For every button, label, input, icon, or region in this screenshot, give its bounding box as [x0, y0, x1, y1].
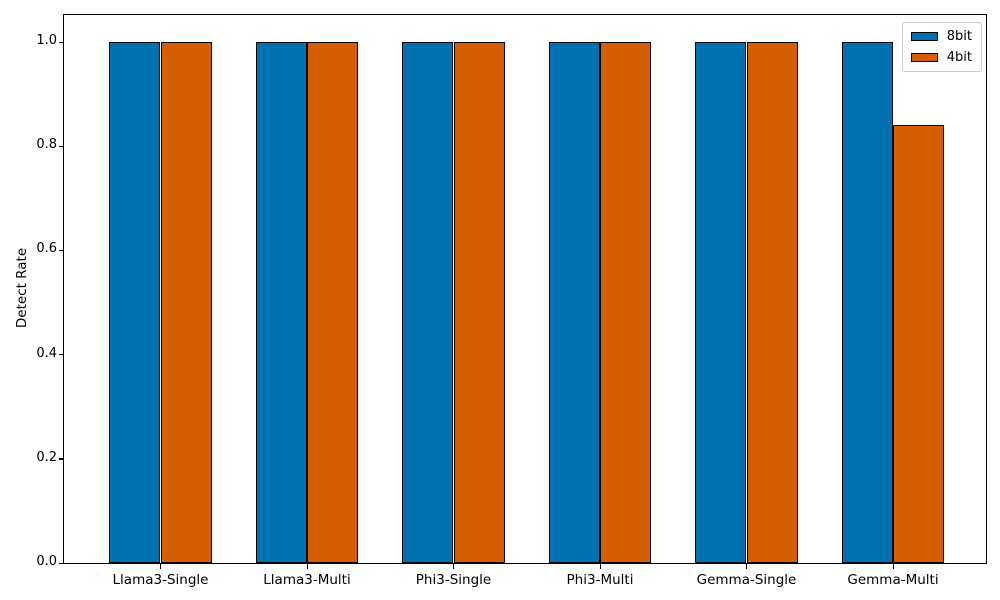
y-axis-label: Detect Rate — [14, 247, 30, 329]
y-tick-label: 1.0 — [36, 33, 57, 48]
legend-item-8bit: 8bit — [910, 29, 972, 44]
y-tick-mark — [59, 458, 64, 460]
bar-8bit-gemma-single — [695, 42, 747, 563]
x-tick-mark — [599, 564, 601, 569]
bar-8bit-llama3-multi — [255, 42, 307, 563]
bar-4bit-gemma-multi — [893, 125, 945, 563]
x-tick-label-phi3-multi: Phi3-Multi — [566, 572, 634, 588]
y-tick-label: 0.2 — [36, 449, 57, 465]
y-tick-label: 0.4 — [36, 345, 57, 361]
y-tick-label: 0.6 — [36, 241, 57, 257]
legend: 8bit 4bit — [901, 22, 982, 72]
bar-4bit-llama3-multi — [307, 42, 359, 563]
legend-label-4bit: 4bit — [946, 50, 972, 65]
bar-4bit-gemma-single — [746, 42, 798, 563]
legend-swatch-4bit — [910, 53, 938, 62]
x-tick-mark — [160, 564, 162, 569]
y-tick-mark — [59, 41, 64, 43]
legend-item-4bit: 4bit — [910, 50, 972, 65]
bar-8bit-phi3-single — [402, 42, 454, 563]
x-tick-mark — [453, 564, 455, 569]
x-tick-mark — [306, 564, 308, 569]
x-tick-label-llama3-multi: Llama3-Multi — [263, 572, 351, 588]
y-tick-mark — [59, 562, 64, 564]
x-tick-label-gemma-multi: Gemma-Multi — [847, 572, 939, 588]
legend-label-8bit: 8bit — [946, 29, 972, 44]
x-tick-label-gemma-single: Gemma-Single — [696, 572, 797, 588]
x-tick-mark — [892, 564, 894, 569]
y-tick-mark — [59, 145, 64, 147]
bar-8bit-gemma-multi — [841, 42, 893, 563]
bar-8bit-llama3-single — [109, 42, 161, 563]
y-tick-mark — [59, 249, 64, 252]
bar-4bit-phi3-multi — [600, 42, 652, 563]
y-tick-label: 0.8 — [36, 137, 57, 153]
bar-4bit-llama3-single — [160, 42, 212, 563]
y-tick-mark — [59, 354, 64, 356]
x-tick-mark — [746, 564, 748, 569]
legend-swatch-8bit — [910, 32, 938, 41]
y-tick-label: 0.0 — [36, 554, 57, 569]
bar-8bit-phi3-multi — [548, 42, 600, 563]
x-tick-label-phi3-single: Phi3-Single — [415, 572, 492, 588]
bar-4bit-phi3-single — [453, 42, 505, 563]
x-tick-label-llama3-single: Llama3-Single — [112, 572, 209, 588]
plot-area: 0.0 0.2 0.4 0.6 0.8 1.0 Llama3-Single Llama3-M… — [36, 14, 987, 588]
